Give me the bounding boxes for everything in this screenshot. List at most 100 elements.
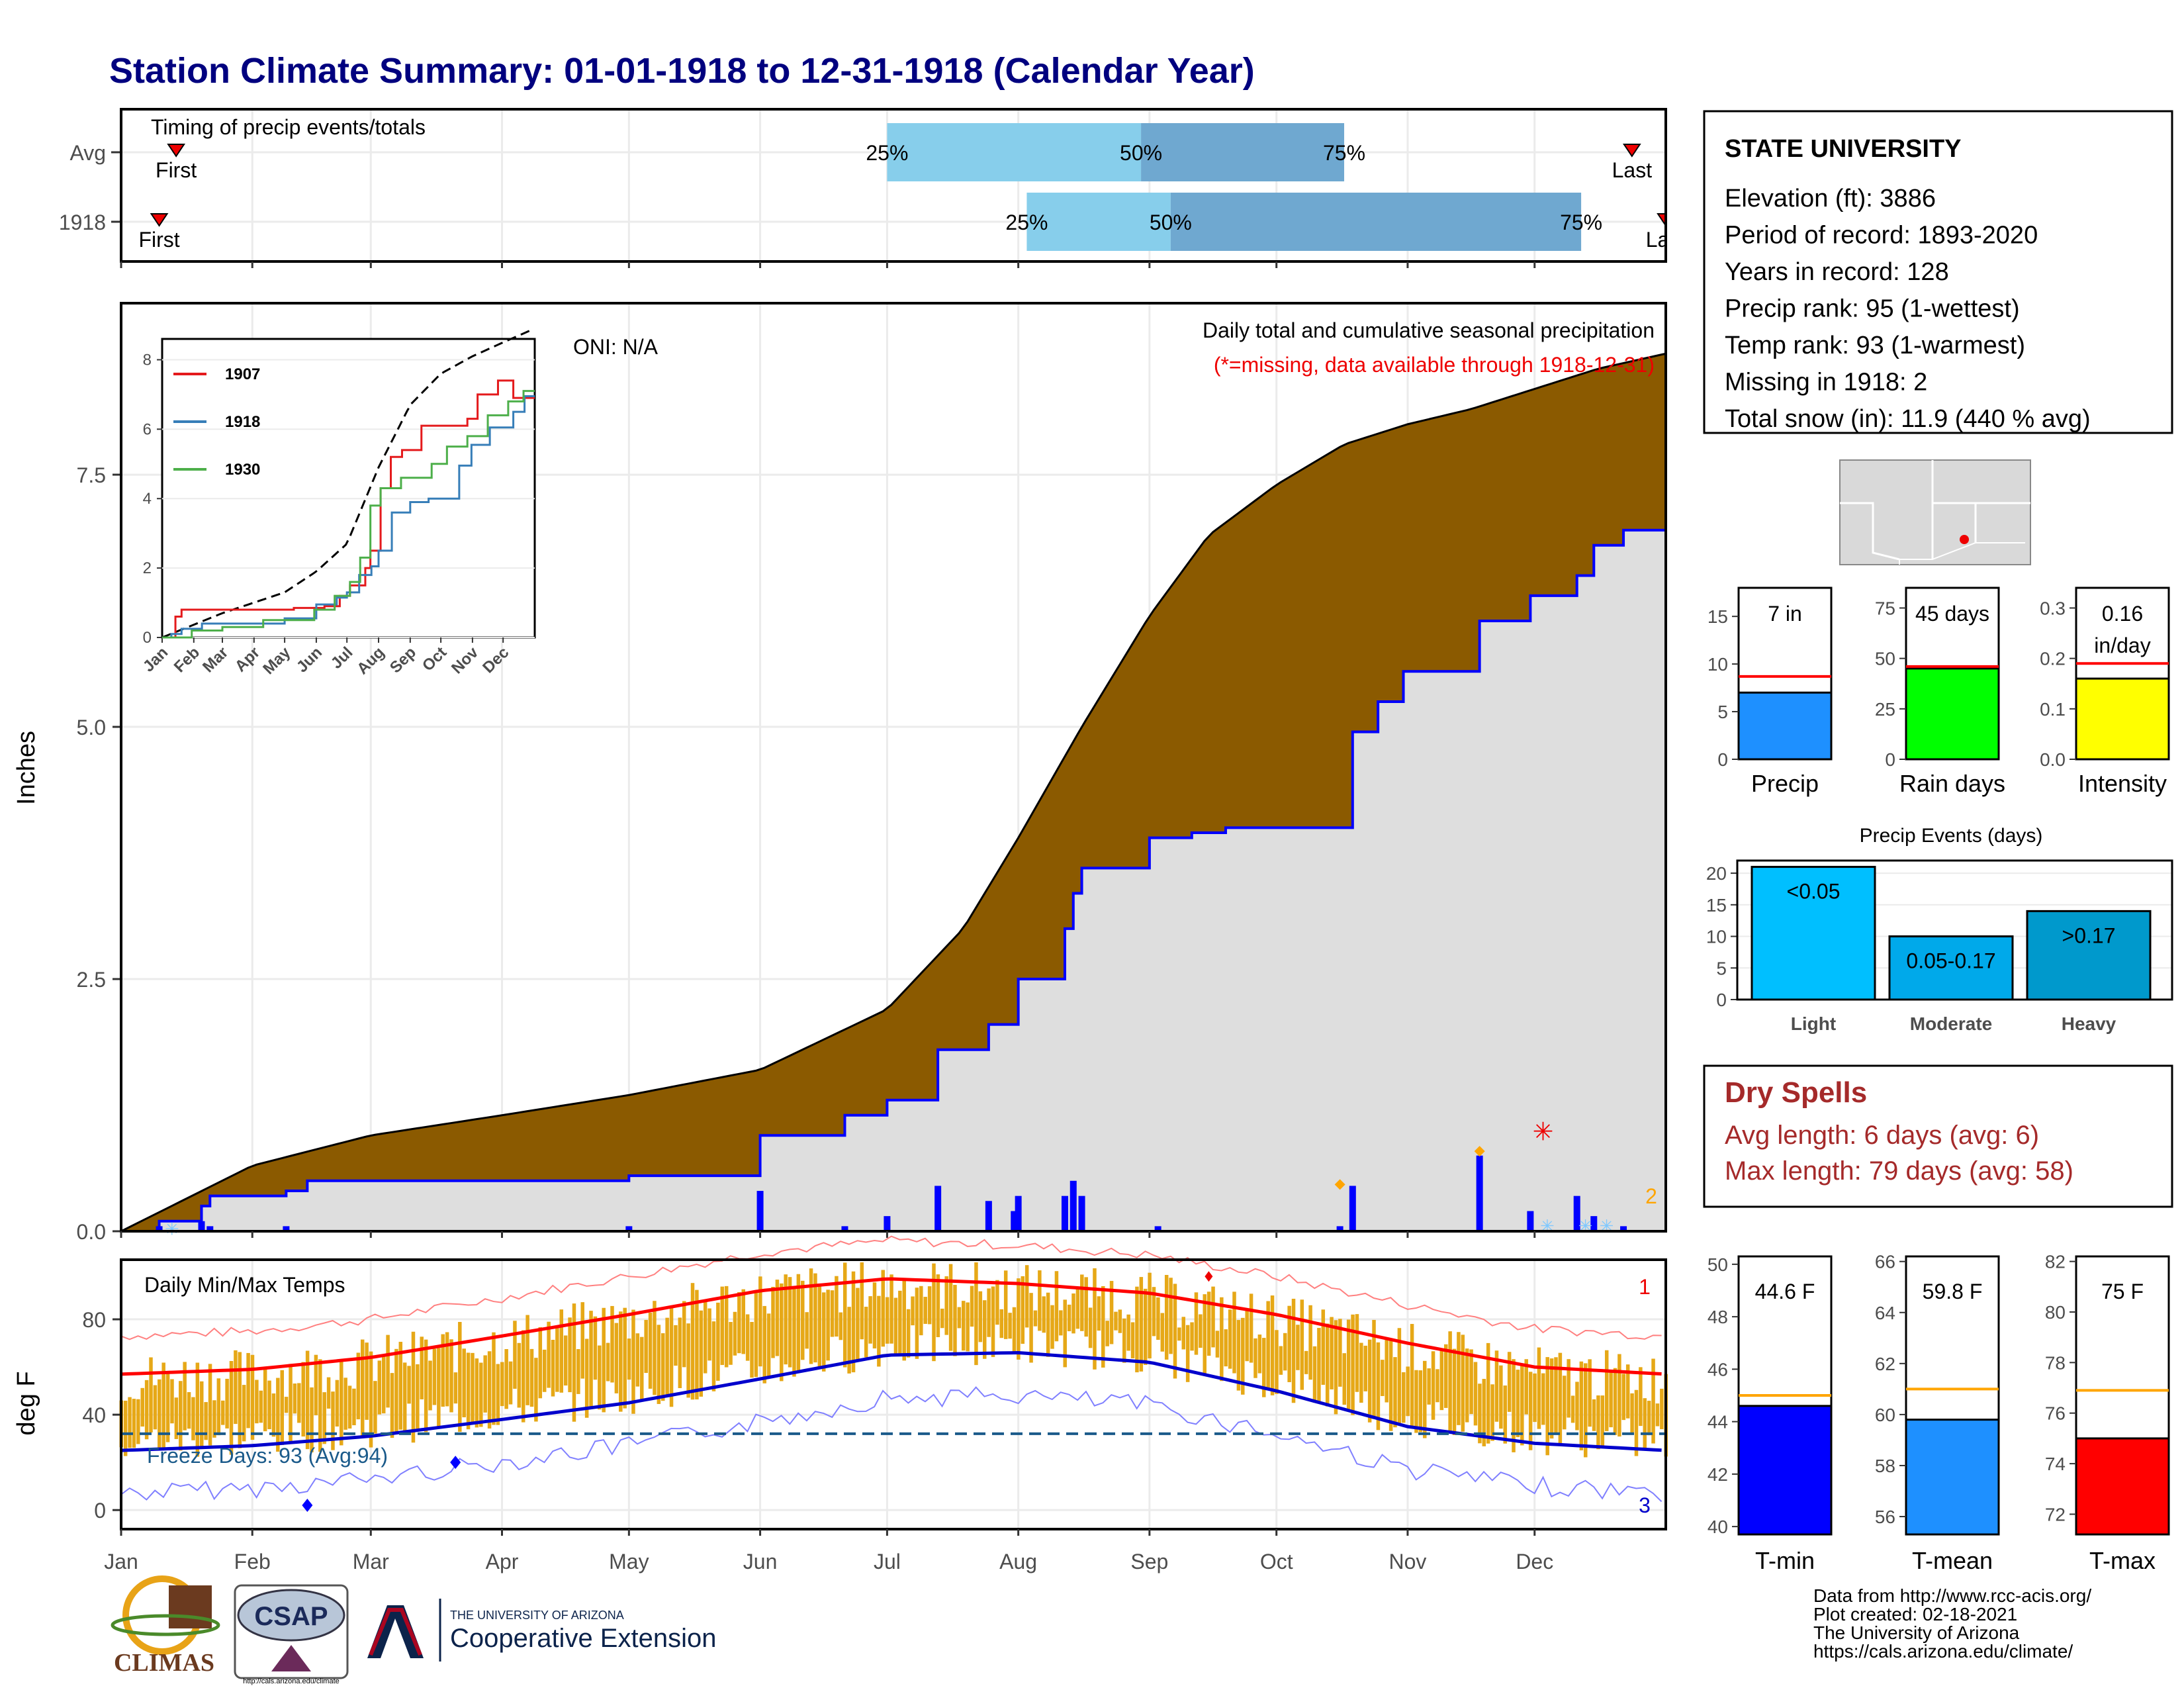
daily-temp-bar bbox=[132, 1399, 136, 1448]
daily-temp-bar bbox=[1003, 1270, 1008, 1339]
station-info-line: Temp rank: 93 (1-warmest) bbox=[1725, 332, 2025, 359]
daily-temp-bar bbox=[144, 1380, 149, 1440]
daily-temp-bar bbox=[276, 1378, 280, 1452]
daily-temp-bar bbox=[619, 1311, 623, 1412]
daily-temp-bar bbox=[610, 1305, 614, 1383]
daily-temp-bar bbox=[365, 1342, 369, 1420]
daily-temp-bar bbox=[1071, 1293, 1075, 1334]
month-label: Aug bbox=[999, 1550, 1037, 1573]
daily-temp-bar bbox=[584, 1338, 589, 1418]
daily-temp-bar bbox=[280, 1370, 284, 1445]
daily-temp-bar bbox=[1008, 1313, 1012, 1339]
daily-temp-bar bbox=[1033, 1310, 1038, 1327]
small-bar-Rain days bbox=[1905, 667, 2000, 761]
daily-precip-bar bbox=[1573, 1196, 1580, 1231]
daily-temp-bar bbox=[225, 1378, 229, 1429]
first-marker bbox=[167, 144, 185, 158]
daily-precip-bar bbox=[1590, 1216, 1598, 1231]
daily-temp-bar bbox=[1427, 1368, 1431, 1405]
record-low-line bbox=[120, 1386, 1662, 1503]
daily-temp-bar bbox=[1363, 1345, 1367, 1391]
station-info-line: Precip rank: 95 (1-wettest) bbox=[1725, 295, 2020, 323]
temp-frame bbox=[120, 1258, 1667, 1530]
daily-temp-bar bbox=[263, 1369, 267, 1432]
record-high-marker bbox=[1205, 1271, 1213, 1282]
daily-temp-bar bbox=[898, 1290, 902, 1356]
daily-temp-bar bbox=[1579, 1361, 1584, 1450]
daily-temp-bar bbox=[750, 1322, 754, 1378]
daily-temp-bar bbox=[369, 1351, 373, 1448]
daily-temp-bar bbox=[390, 1373, 394, 1438]
daily-temp-bar bbox=[1630, 1393, 1634, 1433]
daily-temp-bar bbox=[682, 1301, 686, 1368]
daily-temp-bar bbox=[1164, 1275, 1169, 1360]
pct-label: 50% bbox=[1120, 141, 1162, 165]
snow-flake: ✳ bbox=[1600, 1217, 1614, 1237]
daily-temp-bar bbox=[149, 1357, 153, 1432]
small-bar-Intensity bbox=[2075, 677, 2170, 761]
daily-temp-bar bbox=[1296, 1325, 1300, 1370]
daily-temp-bar bbox=[1257, 1335, 1262, 1374]
timing-bar-50-75 bbox=[1170, 193, 1582, 251]
temp-bar-y-tick: 74 bbox=[2045, 1454, 2066, 1474]
daily-temp-bar bbox=[1241, 1317, 1245, 1395]
daily-temp-bar bbox=[204, 1402, 208, 1440]
daily-temp-bar bbox=[242, 1385, 246, 1442]
missing-note: (*=missing, data available through 1918-… bbox=[1214, 353, 1655, 377]
daily-temp-bar bbox=[1308, 1305, 1312, 1380]
pct-label: 75% bbox=[1323, 141, 1365, 165]
small-bar-label: Precip bbox=[1751, 770, 1819, 797]
daily-temp-bar bbox=[940, 1308, 944, 1329]
daily-temp-bar bbox=[902, 1278, 906, 1361]
daily-temp-bar bbox=[555, 1327, 559, 1392]
small-bar-y-tick: 15 bbox=[1707, 606, 1728, 627]
daily-temp-bar bbox=[631, 1309, 635, 1414]
daily-temp-bar bbox=[635, 1333, 640, 1387]
daily-temp-bar bbox=[301, 1362, 305, 1437]
temp-bar-y-tick: 40 bbox=[1707, 1517, 1728, 1537]
daily-temp-bar bbox=[158, 1379, 161, 1450]
timing-title: Timing of precip events/totals bbox=[151, 115, 426, 139]
daily-temp-bar bbox=[483, 1355, 487, 1413]
daily-temp-bar bbox=[665, 1317, 669, 1397]
daily-temp-bar bbox=[1486, 1342, 1490, 1444]
credit-line: Plot created: 02-18-2021 bbox=[1813, 1604, 2017, 1624]
daily-temp-bar bbox=[678, 1317, 682, 1388]
daily-temp-bar bbox=[966, 1302, 970, 1352]
daily-temp-bar bbox=[1549, 1358, 1554, 1439]
daily-temp-bar bbox=[165, 1371, 170, 1442]
daily-temp-bar bbox=[462, 1348, 466, 1418]
daily-temp-bar bbox=[1533, 1373, 1537, 1423]
daily-temp-bar bbox=[1088, 1307, 1093, 1348]
daily-temp-bar bbox=[216, 1378, 221, 1436]
small-bar-y-tick: 25 bbox=[1875, 699, 1895, 720]
events-bar-Light bbox=[1751, 866, 1876, 1001]
events-y-tick: 10 bbox=[1706, 927, 1727, 947]
daily-temp-bar bbox=[1376, 1342, 1381, 1430]
daily-temp-bar bbox=[1017, 1278, 1021, 1360]
daily-temp-bar bbox=[932, 1263, 936, 1362]
daily-temp-bar bbox=[1604, 1350, 1609, 1432]
pct-label: 50% bbox=[1150, 211, 1192, 234]
daily-temp-bar bbox=[1109, 1281, 1114, 1344]
small-bar-y-tick: 0 bbox=[1885, 749, 1895, 770]
temp-bar-label: T-min bbox=[1755, 1547, 1815, 1574]
pct-label: 25% bbox=[866, 141, 908, 165]
avg-min-line bbox=[120, 1350, 1662, 1452]
record-low-marker bbox=[302, 1498, 313, 1512]
daily-temp-bar bbox=[199, 1381, 204, 1448]
daily-temp-bar bbox=[238, 1352, 242, 1448]
record-high-count: 1 bbox=[1639, 1275, 1651, 1299]
daily-temp-bar bbox=[995, 1280, 999, 1325]
daily-temp-bar bbox=[660, 1333, 665, 1401]
daily-temp-bar bbox=[1609, 1370, 1613, 1428]
right-column: STATE UNIVERSITY Elevation (ft): 3886 Peri… bbox=[1703, 110, 2173, 1662]
daily-temp-bar bbox=[809, 1268, 813, 1364]
daily-temp-bar bbox=[1084, 1277, 1088, 1337]
daily-temp-bar bbox=[1647, 1401, 1651, 1436]
daily-precip-bar bbox=[1527, 1211, 1534, 1231]
daily-temp-bar bbox=[1490, 1384, 1494, 1441]
daily-temp-bar bbox=[1190, 1322, 1194, 1351]
daily-temp-bar bbox=[326, 1377, 331, 1409]
first-label: First bbox=[156, 158, 197, 182]
